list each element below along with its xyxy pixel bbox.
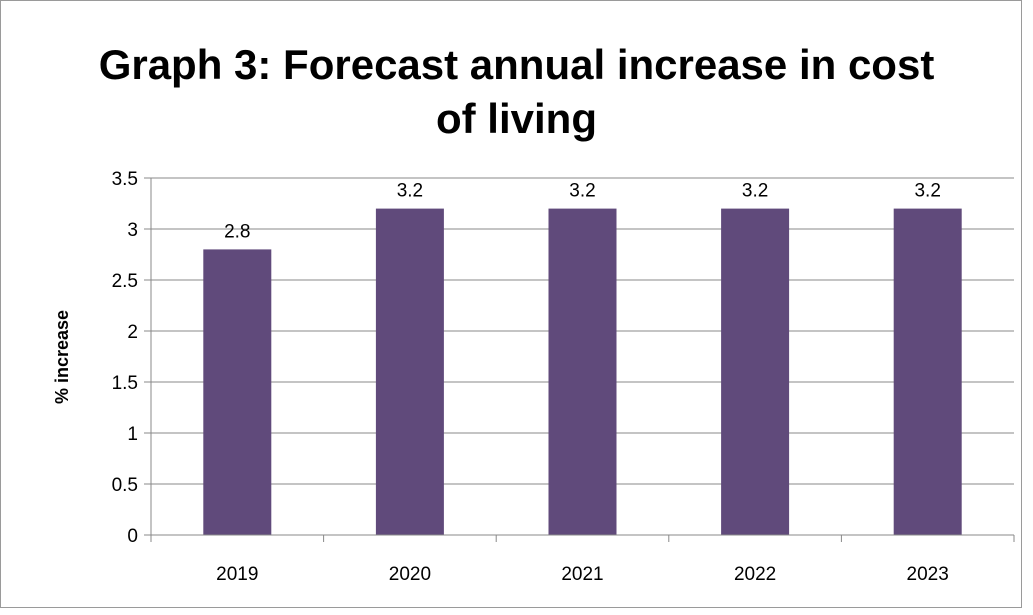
x-tick-label: 2021: [561, 564, 603, 585]
data-label: 2.8: [224, 221, 250, 242]
y-tick-label: 1.5: [112, 373, 138, 394]
bar: [548, 208, 617, 535]
bar: [893, 208, 962, 535]
data-labels: 2.8 3.2 3.2 3.2 3.2: [224, 181, 941, 243]
y-tick-label: 0.5: [112, 475, 138, 496]
axes: [150, 178, 1015, 542]
y-tick-label: 3: [127, 220, 138, 241]
data-label: 3.2: [569, 181, 595, 202]
chart-title-line-2: of living: [436, 95, 597, 142]
chart-frame: [0, 0, 1022, 608]
y-tick-label: 2.5: [112, 271, 138, 292]
bar: [203, 249, 272, 535]
y-tick-label: 2: [127, 322, 138, 343]
x-tick-label: 2019: [216, 564, 258, 585]
x-tick-label: 2022: [734, 564, 776, 585]
data-label: 3.2: [914, 181, 940, 202]
chart-title-line-1: Graph 3: Forecast annual increase in cos…: [98, 41, 935, 88]
y-tick-label: 0: [127, 526, 138, 547]
y-tick-label: 3.5: [112, 169, 138, 190]
bar: [721, 208, 790, 535]
x-tick-labels: 2019 2020 2021 2022 2023: [216, 564, 949, 585]
y-axis-label: % increase: [52, 310, 72, 404]
y-tick-label: 1: [127, 424, 138, 445]
data-label: 3.2: [397, 181, 423, 202]
x-tick-label: 2020: [389, 564, 431, 585]
data-label: 3.2: [742, 181, 768, 202]
y-tick-labels: 0 0.5 1 1.5 2 2.5 3 3.5: [112, 169, 138, 547]
x-tick-label: 2023: [907, 564, 949, 585]
chart-title: Graph 3: Forecast annual increase in cos…: [0, 38, 1033, 146]
bars: [203, 208, 962, 535]
bar: [375, 208, 444, 535]
